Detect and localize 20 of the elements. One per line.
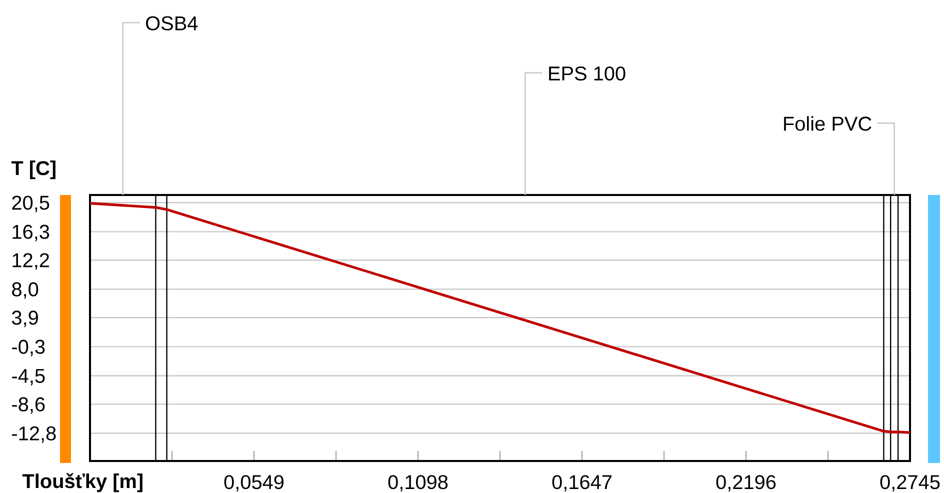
x-tick-label: 0,2745	[880, 475, 940, 492]
text: Folie PVC	[784, 116, 872, 131]
y-tick-label: 12,2	[12, 253, 49, 270]
y-tick-label: 20,5	[12, 196, 50, 212]
x-tick-label: 0,2196	[716, 475, 776, 492]
y-axis-title: T [C]	[11, 160, 56, 180]
text: EPS 100	[549, 66, 626, 81]
x-axis-title: Tloušťky [m]	[22, 473, 142, 492]
x-tick-label: 0,0549	[224, 475, 284, 492]
y-tick-label: -4,5	[12, 369, 45, 386]
x-tick-label: 0,1647	[552, 475, 612, 492]
y-tick-label: 16,3	[12, 224, 50, 242]
line-series	[90, 202, 910, 434]
y-tick-label: 3,9	[12, 310, 38, 328]
y-tick-label: -8,6	[12, 397, 45, 414]
y-tick-label: -0,3	[12, 340, 45, 356]
x-tick-label: 0,1098	[388, 475, 448, 492]
text: OSB4	[146, 16, 198, 30]
y-tick-label: 8,0	[12, 282, 38, 299]
y-tick-label: -12,8	[12, 426, 56, 443]
